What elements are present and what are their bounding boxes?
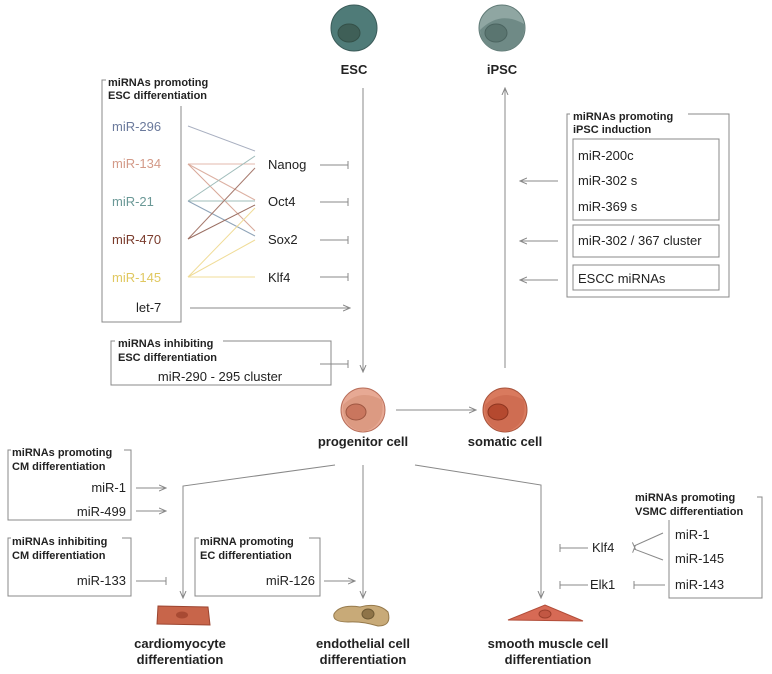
ec-promoting-box [194, 537, 321, 597]
mirna-target-lines [187, 125, 256, 278]
target-oct4: Oct4 [268, 194, 295, 209]
vsmc-mir-1: miR-1 [675, 527, 710, 542]
smooth-muscle-cell-icon [507, 604, 584, 622]
ipsc-group2-box [572, 224, 720, 258]
cm-promoting-title-1: miRNAs promoting [12, 447, 112, 459]
ipsc-promoting-title-2: iPSC induction [573, 124, 652, 136]
smooth-muscle-label-1: smooth muscle cell [488, 636, 609, 651]
endothelial-label-2: differentiation [320, 652, 407, 667]
esc-inhibiting-box [110, 340, 332, 386]
let7: let-7 [136, 300, 161, 315]
mirna-145: miR-145 [112, 270, 161, 285]
ipsc-arrows [520, 181, 558, 280]
vsmc-promoting-box [668, 496, 763, 599]
esc-promoting-title-2: ESC differentiation [108, 90, 207, 102]
esc-promoting-box [101, 79, 182, 323]
ec-promoting-title-2: EC differentiation [200, 550, 292, 562]
ipsc-group3-box [572, 264, 720, 291]
cardiomyocyte-label-2: differentiation [137, 652, 224, 667]
cm-promoting-title-2: CM differentiation [12, 461, 106, 473]
ipsc-promoting-title-1: miRNAs promoting [573, 111, 673, 123]
progenitor-label: progenitor cell [318, 434, 408, 449]
cm-inhibiting-title-1: miRNAs inhibiting [12, 536, 107, 548]
smooth-muscle-label-2: differentiation [505, 652, 592, 667]
vsmc-promoting-title-1: miRNAs promoting [635, 492, 735, 504]
esc-promoting-title-1: miRNAs promoting [108, 77, 208, 89]
mirna-302s: miR-302 s [578, 173, 638, 188]
ipsc-label: iPSC [487, 62, 518, 77]
cm-mir-499: miR-499 [77, 504, 126, 519]
cm-mir-133: miR-133 [77, 573, 126, 588]
esc-cell-icon [330, 4, 378, 52]
mirna-134: miR-134 [112, 156, 161, 171]
ec-promoting-title-1: miRNA promoting [200, 536, 294, 548]
progenitor-cell-icon [340, 387, 386, 433]
esc-label: ESC [341, 62, 368, 77]
ipsc-cell-icon [478, 4, 526, 52]
somatic-label: somatic cell [468, 434, 542, 449]
vsmc-mir-145: miR-145 [675, 551, 724, 566]
progenitor-to-cardiomyocyte-arrow [183, 464, 336, 598]
esc-inhibiting-title-1: miRNAs inhibiting [118, 338, 213, 350]
ipsc-promoting-box [566, 113, 730, 298]
mirna-200c: miR-200c [578, 148, 634, 163]
target-klf4: Klf4 [268, 270, 290, 285]
vsmc-mir-143: miR-143 [675, 577, 724, 592]
vsmc-target-elk1: Elk1 [590, 577, 615, 592]
mirna-21: miR-21 [112, 194, 154, 209]
vsmc-regulation-lines [559, 532, 665, 589]
target-inhibition-lines [320, 161, 349, 281]
ipsc-group1-box [572, 138, 720, 221]
mirna-302-367-cluster: miR-302 / 367 cluster [578, 233, 702, 248]
endothelial-label-1: endothelial cell [316, 636, 410, 651]
cm-promoting-box [7, 449, 132, 521]
cm-inhibiting-box [7, 537, 132, 597]
mirna-290-295-cluster: miR-290 - 295 cluster [158, 369, 283, 384]
vsmc-target-klf4: Klf4 [592, 540, 614, 555]
mirna-296: miR-296 [112, 119, 161, 134]
cm-inhibiting-title-2: CM differentiation [12, 550, 106, 562]
endothelial-cell-icon [333, 604, 390, 627]
escc-mirnas: ESCC miRNAs [578, 271, 666, 286]
mirna-369s: miR-369 s [578, 199, 638, 214]
cm-mir-1: miR-1 [91, 480, 126, 495]
esc-inhibiting-title-2: ESC differentiation [118, 352, 217, 364]
cardiomyocyte-icon [156, 605, 211, 626]
target-sox2: Sox2 [268, 232, 298, 247]
target-nanog: Nanog [268, 157, 306, 172]
somatic-cell-icon [482, 387, 528, 433]
cardiomyocyte-label-1: cardiomyocyte [134, 636, 226, 651]
ec-mir-126: miR-126 [266, 573, 315, 588]
vsmc-promoting-title-2: VSMC differentiation [635, 506, 743, 518]
mirna-470: miR-470 [112, 232, 161, 247]
progenitor-to-smooth-muscle-arrow [414, 464, 541, 598]
